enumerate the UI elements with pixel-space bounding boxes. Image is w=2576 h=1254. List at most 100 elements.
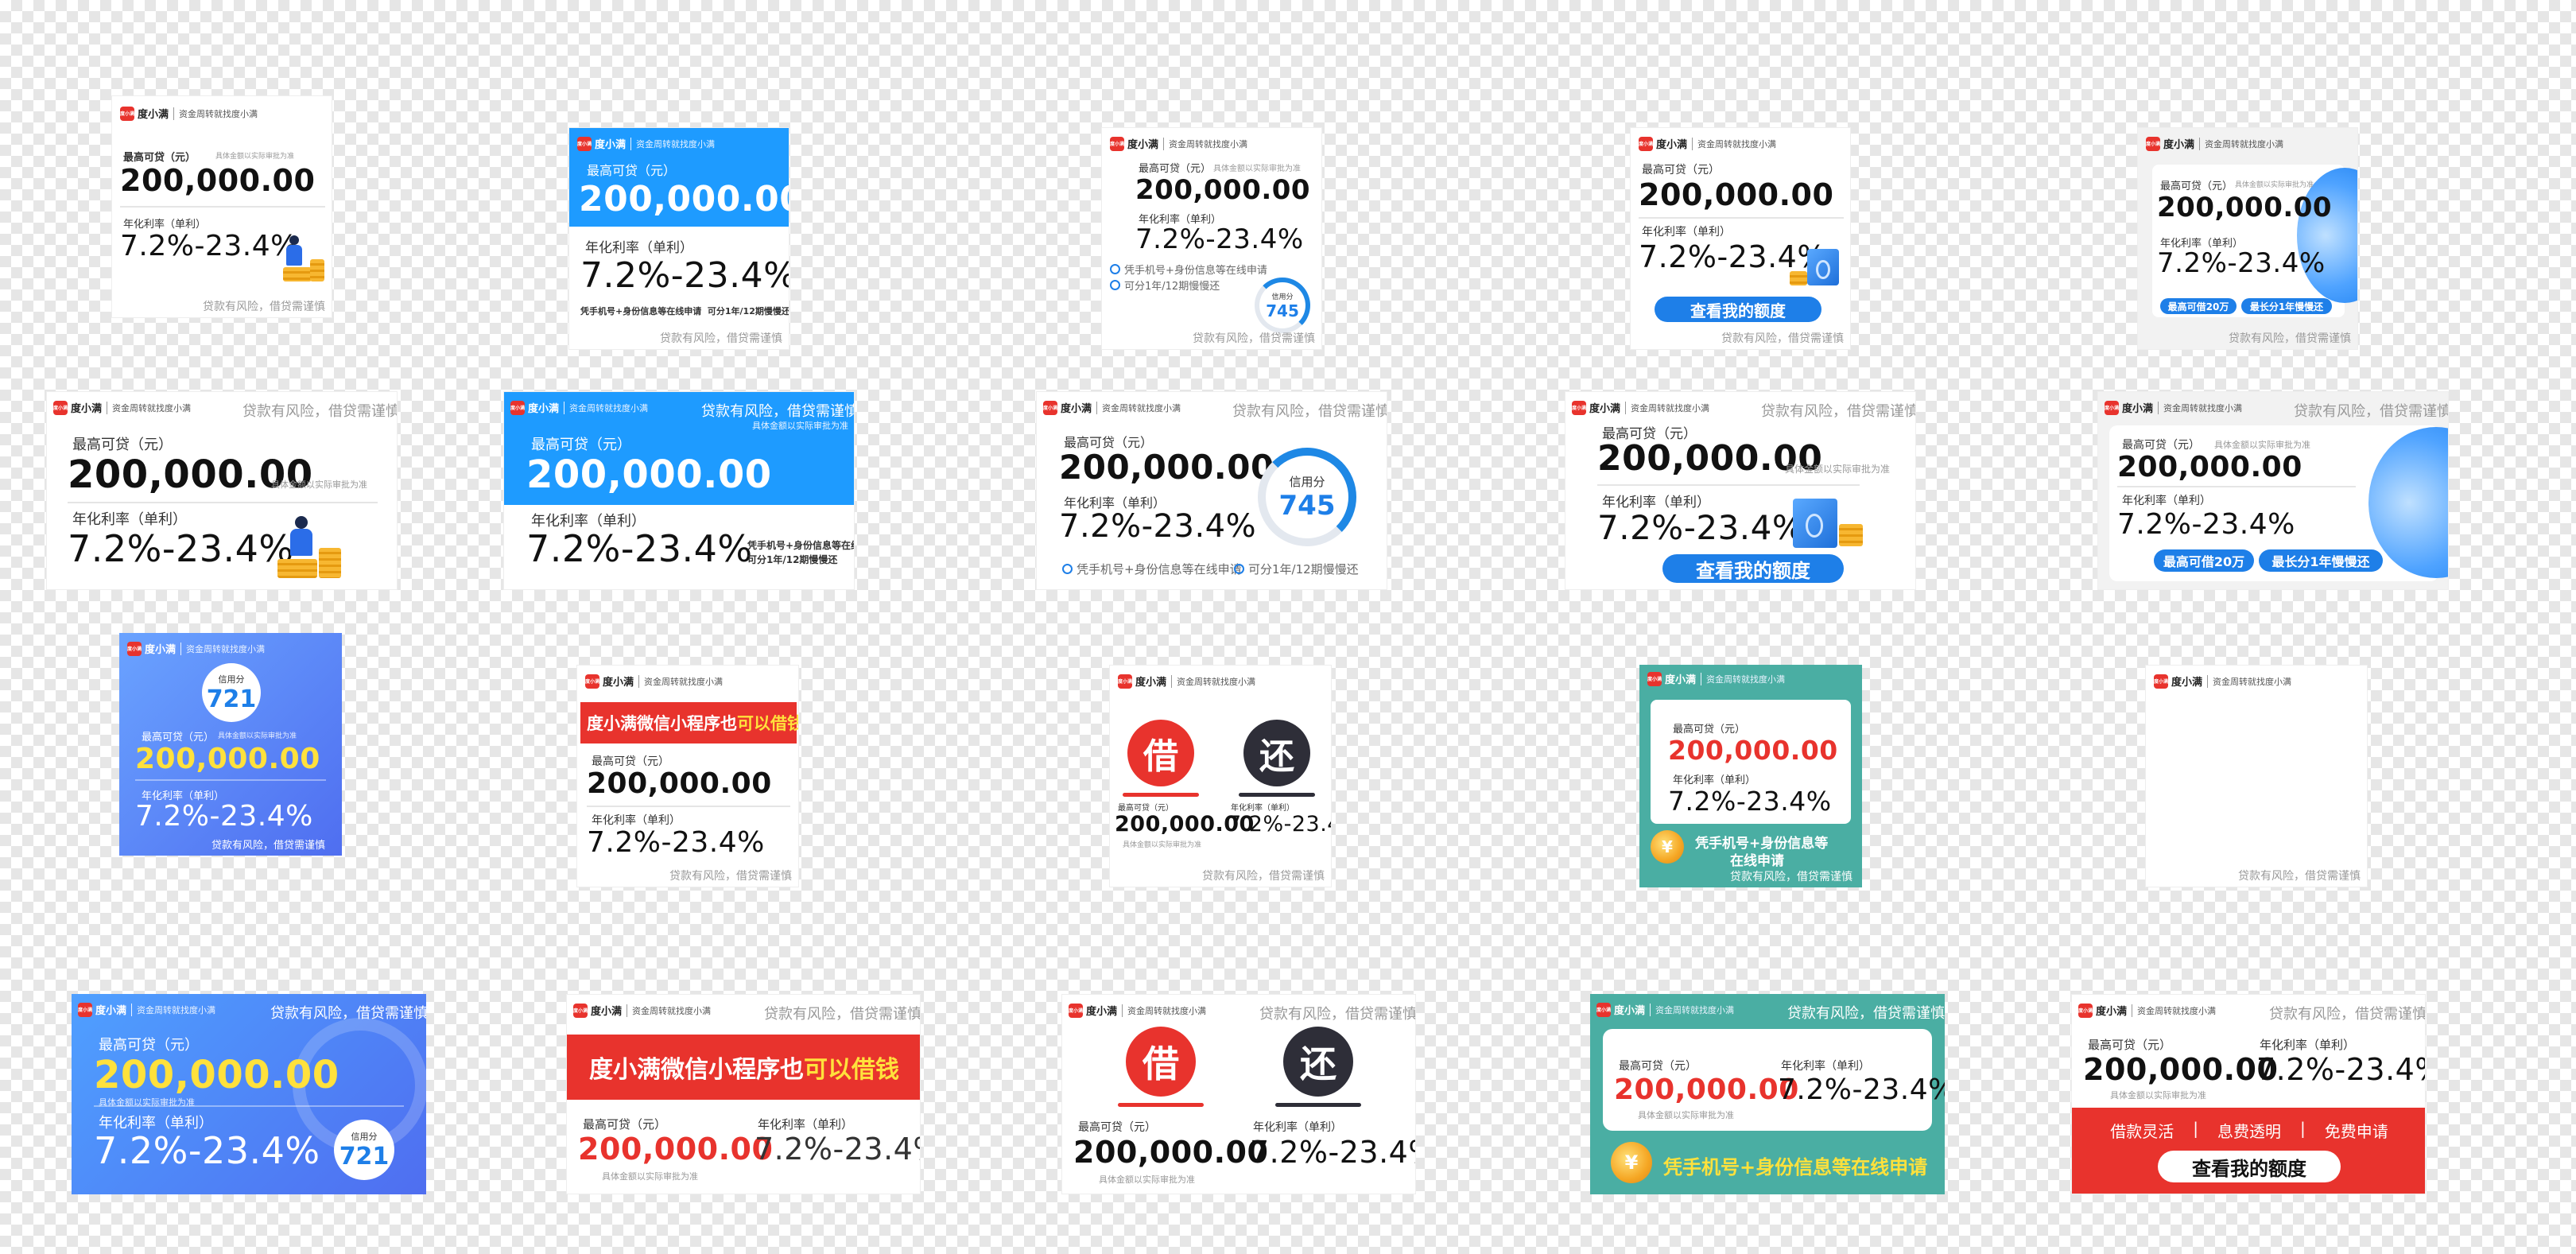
rate-value: 7.2%-23.4% (2117, 508, 2295, 541)
ad-banner-3[interactable]: 度小满 度小满 资金周转就找度小满 最高可贷（元） 具体金额以实际审批为准 20… (1101, 127, 1322, 350)
ad-banner-4[interactable]: 度小满 度小满 资金周转就找度小满 最高可贷（元） 200,000.00 年化利… (1630, 127, 1851, 350)
logo-row: 度小满 度小满 资金周转就找度小满 (53, 400, 191, 415)
brand-name: 度小满 (595, 139, 627, 151)
logo-row: 度小满 度小满 资金周转就找度小满 (510, 400, 648, 415)
rate-label: 年化利率（单利） (1642, 226, 1731, 239)
credit-score-value: 721 (206, 685, 257, 713)
credit-score: 信用分 745 (1267, 457, 1347, 537)
coins-icon (1790, 271, 1807, 285)
risk-warning: 贷款有风险，借贷需谨慎 (1761, 403, 1916, 420)
slogan: 资金周转就找度小满 (1163, 137, 1247, 150)
brand-name: 度小满 (2171, 677, 2203, 689)
info-card (1651, 700, 1851, 824)
amount-note: 具体金额以实际审批为准 (218, 732, 297, 740)
rate-value: 7.2%-23.4% (135, 800, 313, 833)
amount-value: 200,000.00 (578, 1132, 774, 1167)
brand-name: 度小满 (591, 1006, 623, 1018)
amount-note: 具体金额以实际审批为准 (2110, 1090, 2206, 1101)
ad-banner-17[interactable]: 度小满 度小满 资金周转就找度小满 贷款有风险，借贷需谨慎 度小满微信小程序也可… (566, 994, 921, 1194)
amount-note: 具体金额以实际审批为准 (1123, 841, 1202, 849)
ad-banner-18[interactable]: 度小满 度小满 资金周转就找度小满 贷款有风险，借贷需谨慎 借 还 最高可贷（元… (1061, 994, 1416, 1194)
brand-name: 度小满 (1061, 403, 1092, 415)
ad-banner-14[interactable]: 度小满 度小满 资金周转就找度小满 最高可贷（元） 200,000.00 年化利… (1639, 665, 1862, 887)
rate-label: 年化利率（单利） (1139, 214, 1222, 226)
brand-logo-icon: 度小满 (78, 1002, 92, 1017)
feature-bullet-term: 可分1年/12期慢慢还 (1110, 278, 1220, 293)
slogan: 资金周转就找度小满 (1692, 137, 1776, 150)
slogan: 资金周转就找度小满 (1171, 674, 1255, 688)
rate-label: 年化利率（单利） (1781, 1060, 1870, 1073)
logo-row: 度小满 度小满 资金周转就找度小满 (1639, 136, 1776, 151)
brand-name: 度小满 (1135, 677, 1167, 689)
ad-banner-8[interactable]: 度小满 度小满 资金周转就找度小满 贷款有风险，借贷需谨慎 最高可贷（元） 20… (1036, 391, 1387, 590)
logo-row: 度小满 度小满 资金周转就找度小满 (1043, 400, 1181, 415)
risk-warning: 贷款有风险，借贷需谨慎 (1259, 1006, 1416, 1023)
risk-warning: 贷款有风险，借贷需谨慎 (203, 301, 325, 313)
rate-label: 年化利率（单利） (142, 790, 225, 802)
brand-name: 度小满 (1086, 1006, 1118, 1018)
rate-value: 7.2%-23.4% (2256, 1052, 2426, 1087)
credit-score-ring (1258, 448, 1356, 546)
check-quota-button[interactable]: 查看我的额度 (1662, 554, 1844, 583)
ad-banner-7[interactable]: 度小满 度小满 资金周转就找度小满 贷款有风险，借贷需谨慎 具体金额以实际审批为… (503, 391, 855, 590)
slogan: 资金周转就找度小满 (638, 674, 723, 688)
risk-warning: 贷款有风险，借贷需谨慎 (1787, 1005, 1945, 1022)
ad-banner-2[interactable]: 度小满 度小满 资金周转就找度小满 最高可贷（元） 200,000.00 年化利… (568, 127, 789, 350)
amount-value: 200,000.00 (1135, 174, 1311, 206)
ad-banner-12[interactable]: 度小满 度小满 资金周转就找度小满 度小满微信小程序也 可以借钱 最高可贷（元） … (576, 665, 799, 887)
feature-text: 凭手机号+身份信息等在线申请 可分1年/12期慢慢还 (580, 306, 789, 316)
risk-warning: 贷款有风险，借贷需谨慎 (270, 1005, 426, 1022)
brand-name: 度小满 (1614, 1005, 1646, 1017)
amount-label: 最高可贷（元） (1619, 1060, 1697, 1073)
wechat-miniprogram-banner: 度小满微信小程序也 可以借钱 (567, 1035, 920, 1100)
ad-banner-10[interactable]: 度小满 度小满 资金周转就找度小满 贷款有风险，借贷需谨慎 最高可贷（元） 具体… (2097, 391, 2449, 590)
amount-value: 200,000.00 (135, 743, 320, 775)
logo-row: 度小满 度小满 资金周转就找度小满 (2154, 674, 2291, 689)
borrow-underline (1123, 793, 1199, 797)
amount-value: 200,000.00 (579, 179, 789, 219)
divider (2117, 486, 2356, 487)
risk-warning: 贷款有风险，借贷需谨慎 (1202, 870, 1325, 883)
ad-banner-9[interactable]: 度小满 度小满 资金周转就找度小满 贷款有风险，借贷需谨慎 最高可贷（元） 20… (1565, 391, 1916, 590)
slogan: 资金周转就找度小满 (173, 107, 258, 120)
amount-note: 具体金额以实际审批为准 (271, 479, 367, 490)
credit-score-label: 信用分 (351, 1131, 378, 1142)
ad-banner-15[interactable]: 度小满 度小满 资金周转就找度小满 贷款有风险，借贷需谨慎 (2145, 665, 2368, 887)
ad-banner-19[interactable]: 度小满 度小满 资金周转就找度小满 贷款有风险，借贷需谨慎 最高可贷（元） 20… (1590, 994, 1945, 1194)
brand-name: 度小满 (71, 403, 103, 415)
brand-logo-icon: 度小满 (1639, 136, 1653, 151)
tag-longest-term: 最长分1年慢慢还 (2259, 549, 2383, 572)
amount-value: 200,000.00 (1597, 438, 1823, 479)
ad-banner-13[interactable]: 度小满 度小满 资金周转就找度小满 借 还 最高可贷（元） 200,000.00… (1109, 665, 1332, 887)
brand-logo-icon: 度小满 (2154, 674, 2168, 689)
slogan: 资金周转就找度小满 (2158, 401, 2242, 414)
ad-banner-5[interactable]: 度小满 度小满 资金周转就找度小满 最高可贷（元） 具体金额以实际审批为准 20… (2137, 127, 2358, 350)
slogan: 资金周转就找度小满 (107, 401, 191, 414)
brand-logo-icon: 度小满 (127, 641, 142, 656)
divider (68, 502, 378, 503)
rate-value: 7.2%-23.4% (94, 1129, 320, 1172)
brand-name: 度小满 (1589, 403, 1621, 415)
feature-separator: | (2300, 1119, 2306, 1138)
check-quota-button[interactable]: 查看我的额度 (1655, 297, 1821, 322)
amount-label: 最高可贷（元） (1673, 724, 1746, 736)
coin-icon: ¥ (1611, 1142, 1652, 1183)
ad-banner-1[interactable]: 度小满 度小满 资金周转就找度小满 最高可贷（元） 具体金额以实际审批为准 20… (111, 95, 332, 318)
feature-bullet-phone: 凭手机号+身份信息等在线申请 (747, 540, 854, 551)
rate-label: 年化利率（单利） (592, 814, 681, 827)
amount-value: 200,000.00 (587, 767, 772, 800)
amount-label: 最高可贷（元） (1139, 163, 1212, 175)
ad-banner-11[interactable]: 度小满 度小满 资金周转就找度小满 信用分 721 最高可贷（元） 具体金额以实… (119, 633, 342, 856)
brand-logo-icon: 度小满 (2078, 1003, 2093, 1018)
amount-label: 最高可贷（元） (72, 437, 173, 453)
ad-banner-20[interactable]: 度小满 度小满 资金周转就找度小满 贷款有风险，借贷需谨慎 最高可贷（元） 20… (2071, 994, 2426, 1194)
ad-banner-6[interactable]: 度小满 度小满 资金周转就找度小满 贷款有风险，借贷需谨慎 最高可贷（元） 20… (46, 391, 398, 590)
feature-bullet-phone: 凭手机号+身份信息等在线申请 (1110, 262, 1267, 277)
logo-row: 度小满 度小满 资金周转就找度小满 (2078, 1003, 2216, 1018)
check-quota-button[interactable]: 查看我的额度 (2158, 1151, 2341, 1182)
amount-note: 具体金额以实际审批为准 (99, 1097, 195, 1108)
ad-banner-16[interactable]: 度小满 度小满 资金周转就找度小满 贷款有风险，借贷需谨慎 最高可贷（元） 20… (72, 994, 426, 1194)
credit-score-label: 信用分 (218, 674, 245, 685)
rate-value: 7.2%-23.4% (1228, 812, 1331, 837)
teal-phone-line-1: 凭手机号+身份信息等 (1695, 836, 1829, 852)
